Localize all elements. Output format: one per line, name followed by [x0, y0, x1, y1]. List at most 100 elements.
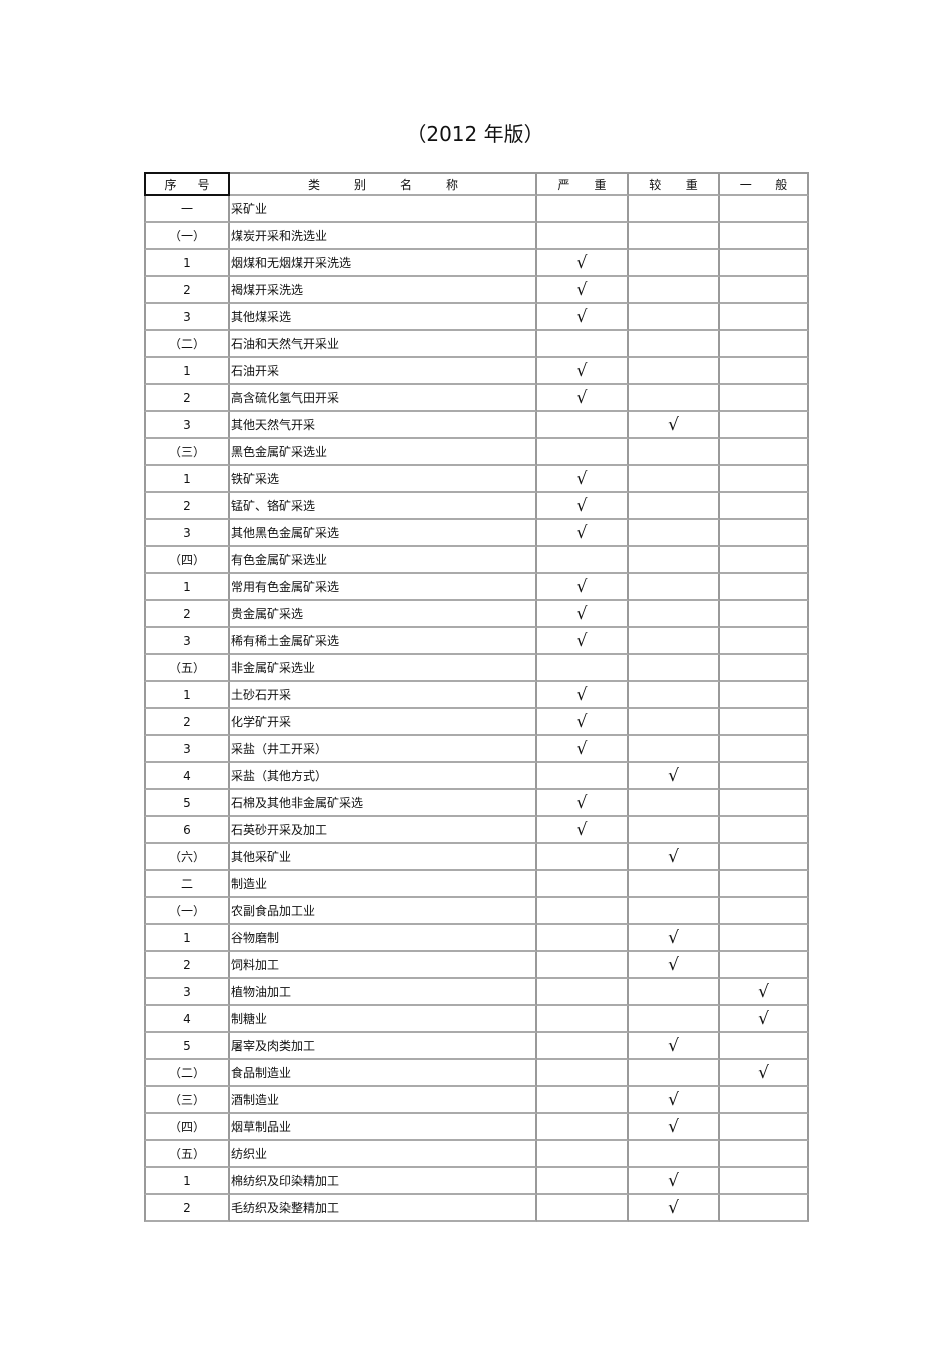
cell-severe: √: [537, 466, 629, 493]
row-number: 2: [144, 709, 230, 736]
industry-risk-table: 序号 类别名称 严重 较重 一般 一采矿业 （一） 煤炭开采和洗选业 1 烟煤和无烟煤开…: [144, 172, 809, 1222]
cell-severe: [537, 871, 629, 898]
table-row: 3 采盐（井工开采） √: [144, 736, 809, 763]
check-mark-icon: √: [668, 954, 679, 975]
row-number: （三）: [144, 439, 230, 466]
cell-general: [720, 1114, 809, 1141]
cell-moderate: [629, 790, 720, 817]
cell-severe: [537, 979, 629, 1006]
table-row: 2 化学矿开采 √: [144, 709, 809, 736]
row-number: 2: [144, 277, 230, 304]
cell-severe: √: [537, 574, 629, 601]
row-category: 煤炭开采和洗选业: [230, 223, 537, 250]
table-row: 2 高含硫化氢气田开采 √: [144, 385, 809, 412]
cell-moderate: [629, 871, 720, 898]
check-mark-icon: √: [576, 495, 588, 516]
table-row: 3 稀有稀土金属矿采选 √: [144, 628, 809, 655]
row-number: 3: [144, 979, 230, 1006]
cell-general: [720, 520, 809, 547]
row-category: 褐煤开采洗选: [230, 277, 537, 304]
cell-severe: [537, 439, 629, 466]
cell-general: [720, 1168, 809, 1195]
cell-general: [720, 709, 809, 736]
row-number: 1: [144, 1168, 230, 1195]
row-category: 石油开采: [230, 358, 537, 385]
cell-general: [720, 898, 809, 925]
table-row: （二） 食品制造业 √: [144, 1060, 809, 1087]
row-number: 3: [144, 304, 230, 331]
cell-severe: [537, 844, 629, 871]
cell-moderate: [629, 1060, 720, 1087]
row-category: 棉纺织及印染精加工: [230, 1168, 537, 1195]
cell-moderate: [629, 709, 720, 736]
cell-severe: √: [537, 358, 629, 385]
header-label: 严重: [557, 177, 607, 192]
cell-severe: √: [537, 682, 629, 709]
check-mark-icon: √: [758, 1008, 769, 1029]
table-row: 1 铁矿采选 √: [144, 466, 809, 493]
cell-moderate: √: [629, 412, 720, 439]
table-row: 3 其他天然气开采 √: [144, 412, 809, 439]
cell-severe: √: [537, 520, 629, 547]
check-mark-icon: √: [576, 792, 588, 813]
row-category: 土砂石开采: [230, 682, 537, 709]
row-category: 食品制造业: [230, 1060, 537, 1087]
cell-general: [720, 1195, 809, 1222]
table-row: （六） 其他采矿业 √: [144, 844, 809, 871]
cell-moderate: [629, 979, 720, 1006]
cell-moderate: [629, 331, 720, 358]
check-mark-icon: √: [576, 711, 588, 732]
check-mark-icon: √: [576, 279, 588, 300]
row-category: 其他煤采选: [230, 304, 537, 331]
cell-moderate: √: [629, 1168, 720, 1195]
check-mark-icon: √: [668, 1089, 679, 1110]
cell-moderate: [629, 439, 720, 466]
row-number: （六）: [144, 844, 230, 871]
row-number: （五）: [144, 1141, 230, 1168]
row-category: 植物油加工: [230, 979, 537, 1006]
table-row: （四） 有色金属矿采选业: [144, 547, 809, 574]
header-label: 类别名称: [307, 177, 458, 192]
cell-general: [720, 1087, 809, 1114]
row-category: 采矿业: [230, 196, 537, 223]
cell-severe: √: [537, 790, 629, 817]
row-number: （五）: [144, 655, 230, 682]
cell-moderate: [629, 277, 720, 304]
row-number: 6: [144, 817, 230, 844]
row-number: 4: [144, 763, 230, 790]
row-number: （三）: [144, 1087, 230, 1114]
cell-general: [720, 250, 809, 277]
row-category: 酒制造业: [230, 1087, 537, 1114]
check-mark-icon: √: [576, 252, 588, 273]
cell-severe: [537, 763, 629, 790]
row-category: 纺织业: [230, 1141, 537, 1168]
table-row: 一采矿业: [144, 196, 809, 223]
cell-moderate: [629, 493, 720, 520]
cell-moderate: √: [629, 952, 720, 979]
cell-general: [720, 763, 809, 790]
check-mark-icon: √: [668, 1035, 679, 1056]
cell-moderate: [629, 196, 720, 223]
table-row: 1 土砂石开采 √: [144, 682, 809, 709]
cell-moderate: [629, 547, 720, 574]
cell-general: [720, 331, 809, 358]
row-category: 石棉及其他非金属矿采选: [230, 790, 537, 817]
cell-severe: [537, 412, 629, 439]
check-mark-icon: √: [668, 765, 679, 786]
row-category: 常用有色金属矿采选: [230, 574, 537, 601]
cell-severe: √: [537, 628, 629, 655]
cell-general: [720, 952, 809, 979]
cell-moderate: [629, 628, 720, 655]
cell-severe: √: [537, 493, 629, 520]
check-mark-icon: √: [758, 981, 769, 1002]
cell-severe: √: [537, 736, 629, 763]
cell-severe: [537, 331, 629, 358]
table-row: 2 毛纺织及染整精加工 √: [144, 1195, 809, 1222]
row-number: 2: [144, 952, 230, 979]
table-row: 3 植物油加工 √: [144, 979, 809, 1006]
cell-general: √: [720, 1006, 809, 1033]
cell-moderate: [629, 304, 720, 331]
table-row: （三） 酒制造业 √: [144, 1087, 809, 1114]
header-label: 一般: [739, 177, 788, 192]
